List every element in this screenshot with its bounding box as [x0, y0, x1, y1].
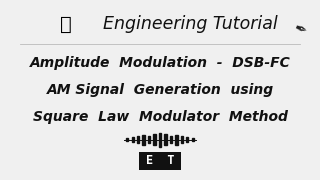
FancyBboxPatch shape	[139, 152, 181, 170]
Text: ✒: ✒	[292, 21, 308, 39]
Bar	[142, 135, 145, 145]
Bar	[186, 137, 188, 142]
Bar	[181, 136, 183, 143]
Bar	[159, 133, 161, 147]
Text: Square  Law  Modulator  Method: Square Law Modulator Method	[33, 110, 287, 124]
Text: Amplitude  Modulation  -  DSB-FC: Amplitude Modulation - DSB-FC	[30, 56, 290, 70]
Bar	[170, 136, 172, 143]
Bar	[164, 134, 166, 145]
Text: E  T: E T	[146, 154, 174, 167]
Text: AM Signal  Generation  using: AM Signal Generation using	[46, 83, 274, 97]
Bar	[132, 137, 134, 142]
Bar	[126, 138, 128, 141]
Text: 🎓: 🎓	[60, 15, 71, 34]
Bar	[137, 136, 139, 143]
Bar	[175, 135, 178, 145]
Bar	[154, 134, 156, 145]
Bar	[192, 138, 194, 141]
Text: Engineering Tutorial: Engineering Tutorial	[103, 15, 278, 33]
Bar	[148, 136, 150, 143]
